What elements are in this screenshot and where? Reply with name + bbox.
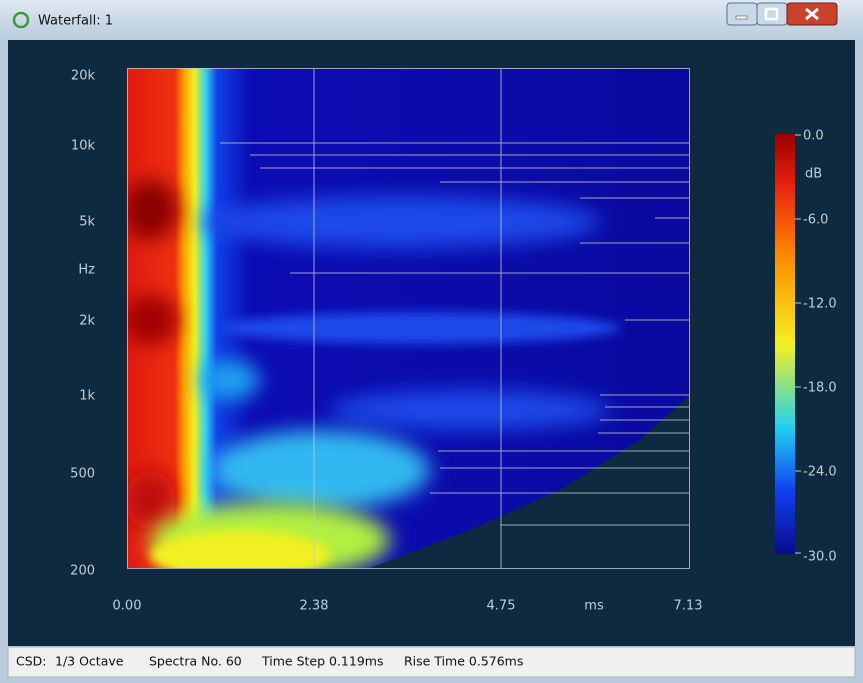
title-bar	[0, 0, 863, 40]
y-tick-label: 200	[70, 564, 95, 579]
y-tick-label: 20k	[71, 69, 96, 84]
status-item: Rise Time 0.576ms	[404, 654, 523, 669]
colorbar-label: -18.0	[803, 381, 837, 396]
status-bar	[7, 646, 856, 678]
colorbar-label: -6.0	[803, 213, 828, 228]
colorbar-ticks	[795, 134, 801, 554]
app-icon	[12, 11, 30, 29]
x-tick-label: 7.13	[674, 599, 703, 614]
colorbar-unit: dB	[805, 167, 822, 182]
colorbar-label: -30.0	[803, 550, 837, 565]
x-axis-label: ms	[584, 599, 604, 614]
status-item: Time Step 0.119ms	[261, 654, 383, 669]
minimize-button[interactable]	[726, 2, 758, 26]
x-tick-label: 0.00	[113, 599, 142, 614]
x-tick-label: 2.38	[300, 599, 329, 614]
x-tick-label: 4.75	[487, 599, 516, 614]
colorbar	[775, 134, 795, 554]
y-tick-label: 10k	[71, 139, 96, 154]
status-item: Spectra No. 60	[149, 654, 242, 669]
status-item: CSD:	[16, 654, 47, 669]
grid	[127, 68, 690, 569]
window-buttons	[726, 2, 838, 26]
y-tick-label: 500	[70, 467, 95, 482]
y-axis-label: Hz	[78, 263, 95, 278]
colorbar-label: -24.0	[803, 465, 837, 480]
colorbar-label: 0.0	[803, 129, 824, 144]
status-item: 1/3 Octave	[55, 654, 124, 669]
y-tick-label: 5k	[79, 215, 95, 230]
maximize-button[interactable]	[756, 2, 788, 26]
y-tick-label: 2k	[79, 314, 95, 329]
window-title: Waterfall: 1	[38, 14, 113, 29]
y-tick-label: 1k	[79, 389, 95, 404]
colorbar-label: -12.0	[803, 297, 837, 312]
waterfall-heatmap	[127, 68, 690, 568]
